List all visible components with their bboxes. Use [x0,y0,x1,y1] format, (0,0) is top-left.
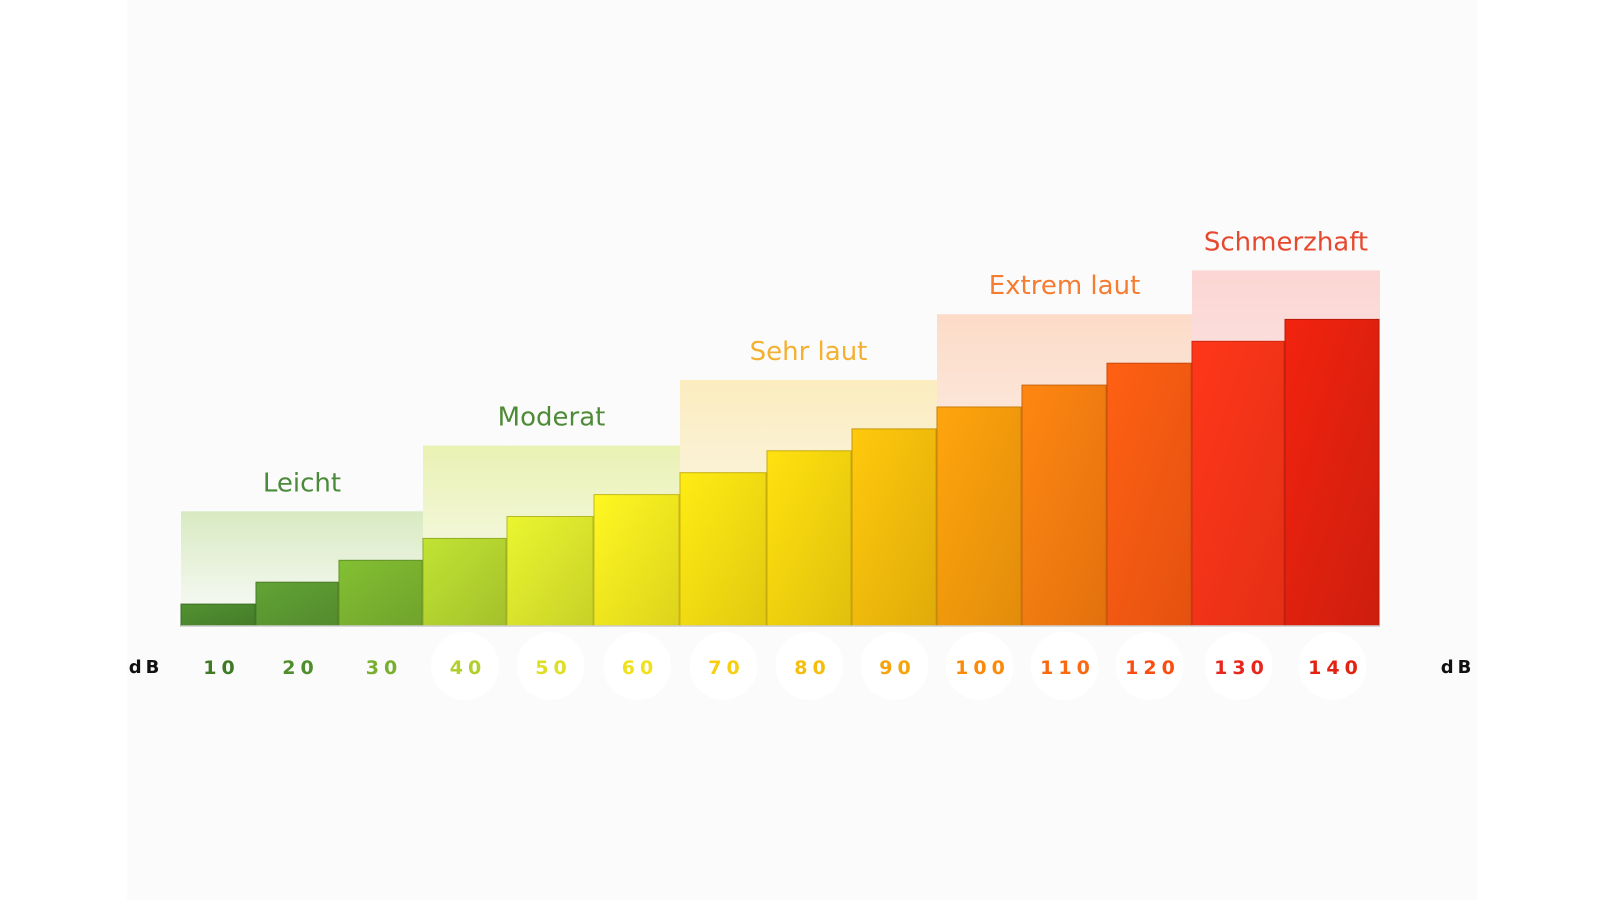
tick-label-70: 70 [708,657,744,679]
tick-label-120: 120 [1125,657,1180,679]
bar-30 [338,559,423,627]
zone-label: Leicht [263,468,341,498]
bar-100 [936,406,1022,627]
bar-110 [1021,384,1107,627]
bar-140 [1284,318,1380,627]
tick-label-140: 140 [1308,657,1363,679]
bar-20 [255,581,339,627]
zone-label: Moderat [498,403,606,433]
tick-bubble [516,632,585,700]
bar-70 [679,472,767,627]
tick-label-100: 100 [955,657,1010,679]
tick-bubble [603,632,671,700]
tick-bubble [1298,632,1367,700]
tick-label-40: 40 [450,657,486,679]
tick-bubble [860,632,929,700]
tick-bubble [775,632,844,700]
bar-10 [180,603,256,627]
zone-label: Extrem laut [989,271,1141,301]
bar-130 [1191,340,1285,627]
tick-label-90: 90 [879,657,915,679]
zone-label: Schmerzhaft [1204,227,1368,257]
tick-bubble [1115,632,1184,700]
unit-label-left: dB [129,657,164,678]
bar-40 [422,537,507,627]
zone-label: Sehr laut [750,337,868,367]
bar-60 [593,494,680,627]
tick-label-10: 10 [203,657,239,679]
bar-50 [506,516,594,627]
tick-label-60: 60 [622,657,658,679]
tick-label-80: 80 [794,657,830,679]
bar-80 [766,450,852,627]
tick-bubble [689,632,758,700]
tick-label-110: 110 [1040,657,1095,679]
bar-90 [851,428,937,627]
tick-bubble [945,632,1014,700]
bar-120 [1106,362,1192,627]
tick-bubble [1030,632,1099,700]
tick-label-50: 50 [535,657,571,679]
tick-label-30: 30 [366,657,402,679]
tick-bubble [431,632,499,700]
tick-label-20: 20 [282,657,318,679]
tick-label-130: 130 [1214,657,1269,679]
tick-bubble [1204,632,1273,700]
unit-label-right: dB [1441,657,1476,678]
